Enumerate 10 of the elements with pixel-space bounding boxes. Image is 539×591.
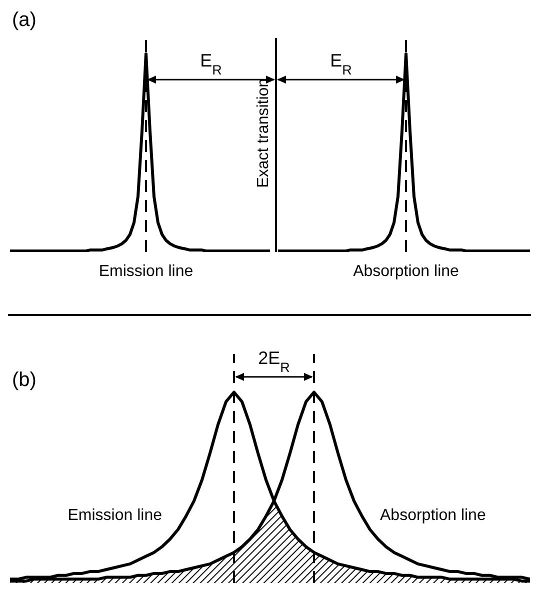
chart-title: (b) — [12, 369, 36, 391]
series-label: Absorption line — [353, 263, 460, 280]
series-label: Absorption line — [380, 507, 486, 524]
annotation: E$_{R}$ — [200, 50, 222, 78]
series-label: Emission line — [98, 263, 194, 280]
annotation: E$_{R}$ — [330, 50, 352, 78]
series-label: Emission line — [68, 507, 162, 524]
annotation: Exact transition — [255, 78, 272, 188]
chart-title: (a) — [12, 9, 36, 31]
text: 2E$_{R}$ — [258, 348, 290, 374]
